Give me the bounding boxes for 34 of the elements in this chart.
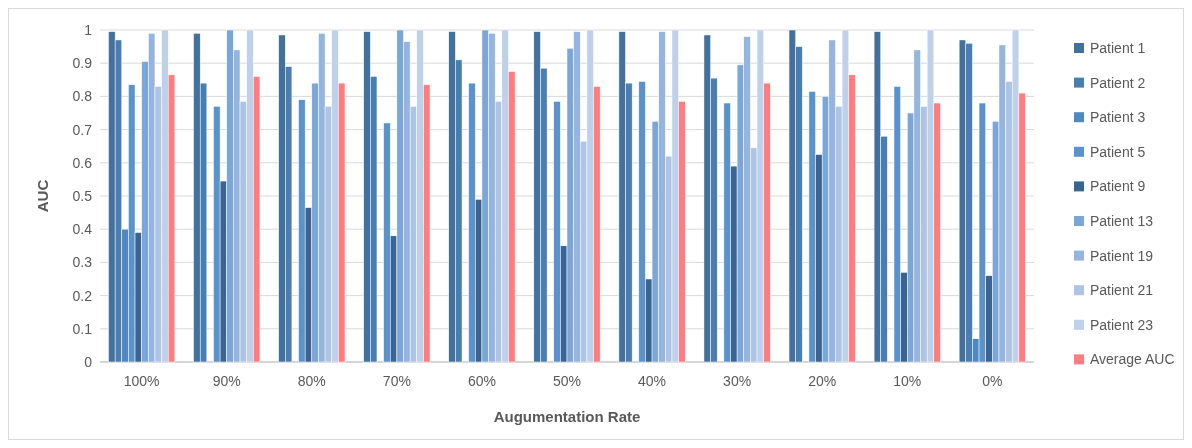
x-tick-label: 100% (123, 373, 160, 389)
x-tick-label: 50% (552, 373, 582, 389)
legend-label: Patient 3 (1090, 109, 1146, 126)
x-tick-label: 80% (297, 373, 326, 389)
y-tick-label: 1 (84, 21, 93, 38)
y-tick-label: 0.2 (72, 287, 93, 304)
y-tick-label: 0.1 (72, 320, 93, 337)
legend-label: Average AUC (1090, 351, 1175, 368)
legend-label: Patient 5 (1090, 143, 1146, 160)
y-tick-label: 0.5 (72, 187, 93, 204)
y-tick-label: 0.4 (72, 221, 93, 238)
legend-label: Patient 19 (1090, 247, 1154, 264)
x-tick-label: 60% (467, 373, 496, 389)
y-tick-label: 0.6 (72, 154, 93, 171)
y-tick-label: 0.8 (72, 88, 93, 105)
x-tick-label: 10% (893, 373, 922, 389)
x-tick-label: 0% (982, 373, 1003, 389)
x-tick-label: 30% (723, 373, 752, 389)
x-axis-title: Augumentation Rate (493, 408, 641, 425)
x-tick-label: 90% (212, 373, 241, 389)
x-tick-label: 20% (808, 373, 837, 389)
x-tick-label: 70% (382, 373, 411, 389)
y-tick-label: 0.7 (72, 121, 93, 138)
legend-label: Patient 9 (1090, 178, 1146, 195)
x-tick-label: 40% (638, 373, 667, 389)
legend-label: Patient 13 (1090, 212, 1154, 229)
legend-label: Patient 23 (1090, 316, 1154, 333)
y-tick-label: 0 (84, 353, 93, 370)
y-tick-label: 0.9 (72, 55, 93, 72)
legend-label: Patient 1 (1090, 39, 1146, 56)
y-axis-title: AUC (34, 179, 51, 213)
y-tick-label: 0.3 (72, 254, 93, 271)
legend-label: Patient 2 (1090, 74, 1146, 91)
legend-label: Patient 21 (1090, 282, 1154, 299)
